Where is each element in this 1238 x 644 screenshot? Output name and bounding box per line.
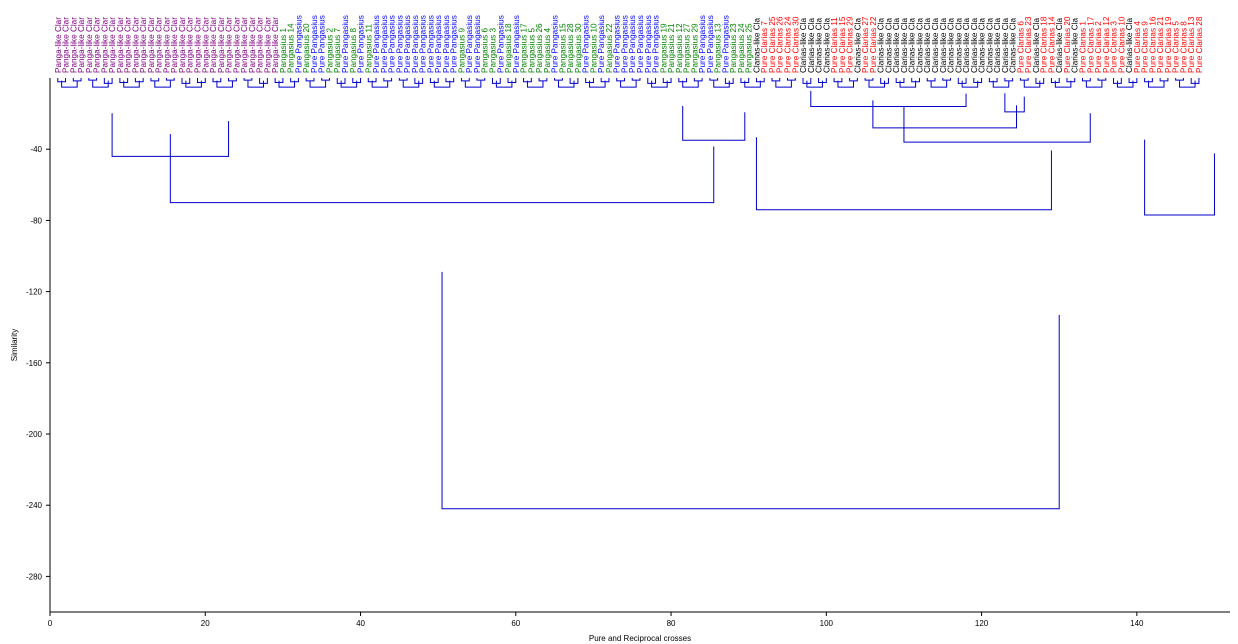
x-tick-label: 100 [820, 619, 834, 628]
dendrogram-branch [170, 134, 713, 203]
x-tick-label: 40 [356, 619, 365, 628]
dendrogram-branch [166, 78, 174, 80]
dendrogram-branch [93, 81, 109, 87]
dendrogram-branch [310, 81, 326, 87]
dendrogram-branch [927, 78, 935, 81]
x-tick-label: 0 [48, 619, 53, 628]
dendrogram-branch [694, 78, 702, 81]
dendrogram-branch [186, 81, 202, 87]
dendrogram-branch [229, 78, 237, 81]
y-axis-title: Similarity [10, 329, 19, 361]
y-tick-label: -200 [26, 430, 43, 439]
dendrogram-branch [776, 81, 792, 87]
dendrogram-branch [477, 78, 485, 80]
dendrogram-branch [652, 81, 668, 87]
dendrogram-branch [1176, 78, 1184, 80]
dendrogram-branch [442, 272, 1059, 509]
dendrogram-branch [1083, 78, 1091, 81]
axes [50, 78, 1230, 612]
dendrogram-branch [89, 78, 97, 80]
dendrogram-branch [306, 78, 314, 81]
dendrogram-branch [465, 81, 481, 87]
dendrogram-branch [155, 81, 171, 87]
dendrogram-branch [1145, 140, 1215, 215]
y-tick-label: -160 [26, 359, 43, 368]
dendrogram-branch [931, 81, 947, 87]
dendrogram-branch [73, 78, 81, 81]
dendrogram-branch [865, 78, 873, 80]
dendrogram-branch [807, 81, 823, 87]
dendrogram-branch [683, 106, 745, 140]
dendrogram-branches [58, 78, 1215, 509]
dendrogram-branch [710, 78, 718, 80]
y-axis-ticks: -40 -80 -120 -160 -200 -240 -280 [26, 145, 50, 581]
dendrogram-branch [555, 78, 563, 80]
dendrogram-branch [244, 78, 252, 80]
dendrogram-branch [461, 78, 469, 81]
dendrogram-branch [248, 81, 264, 87]
dendrogram-branch [621, 81, 637, 87]
dendrogram-branch [384, 78, 392, 81]
dendrogram-branch [1180, 81, 1196, 87]
dendrogram-branch [151, 78, 159, 81]
dendrogram-branch [714, 81, 730, 87]
dendrogram-branch [962, 81, 978, 87]
dendrogram-branch [341, 81, 357, 87]
leaf-label: Pure Clarias 28 [1195, 16, 1204, 73]
dendrogram-branch [632, 78, 640, 80]
x-tick-label: 120 [975, 619, 989, 628]
y-tick-label: -240 [26, 501, 43, 510]
y-tick-label: -80 [30, 216, 42, 225]
dendrogram-branch [904, 107, 1090, 142]
leaf-labels: Panga-like ClarPanga-like ClarPanga-like… [54, 15, 1204, 73]
dendrogram-branch [772, 78, 780, 81]
dendrogram-branch [558, 81, 574, 87]
dendrogram-branch [399, 78, 407, 80]
dendrogram-branch [1160, 78, 1168, 81]
dendrogram-branch [1024, 81, 1040, 87]
x-tick-label: 60 [511, 619, 520, 628]
dendrogram-branch [1098, 78, 1106, 80]
dendrogram-branch [756, 137, 1051, 209]
dendrogram-branch [1086, 81, 1102, 87]
dendrogram-branch [1117, 81, 1133, 87]
x-axis-ticks: 0 20 40 60 80 100 120 140 [48, 612, 1144, 628]
y-tick-label: -40 [30, 145, 42, 154]
dendrogram-branch [322, 78, 330, 80]
dendrogram-branch [811, 91, 966, 107]
dendrogram-branch [539, 78, 547, 81]
dendrogram-branch [873, 100, 1017, 127]
dendrogram-branch [403, 81, 419, 87]
dendrogram-branch [1020, 78, 1028, 80]
y-tick-label: -280 [26, 572, 43, 581]
y-tick-label: -120 [26, 288, 43, 297]
dendrogram-branch [850, 78, 858, 81]
dendrogram-branch [617, 78, 625, 81]
dendrogram-branch [943, 78, 951, 80]
x-tick-label: 20 [201, 619, 210, 628]
dendrogram-branch [788, 78, 796, 80]
dendrogram-branch [1005, 78, 1013, 81]
x-axis-title: Pure and Reciprocal crosses [589, 634, 691, 643]
dendrogram-branch [1005, 93, 1024, 112]
dendrogram-branch [496, 81, 512, 87]
x-tick-label: 80 [667, 619, 676, 628]
dendrogram-branch [869, 81, 885, 87]
x-tick-label: 140 [1130, 619, 1144, 628]
